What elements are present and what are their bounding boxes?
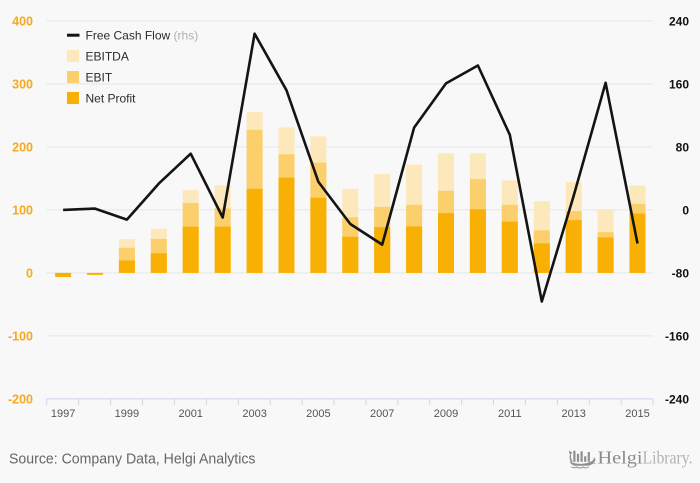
- svg-text:-80: -80: [672, 266, 690, 280]
- svg-text:2001: 2001: [178, 408, 202, 420]
- svg-text:2011: 2011: [498, 408, 522, 420]
- svg-text:EBITDA: EBITDA: [86, 50, 129, 64]
- svg-text:-200: -200: [8, 392, 33, 406]
- svg-text:80: 80: [676, 140, 690, 154]
- svg-text:2009: 2009: [434, 408, 458, 420]
- svg-text:2015: 2015: [625, 408, 649, 420]
- svg-text:-240: -240: [665, 392, 689, 406]
- svg-text:2005: 2005: [306, 408, 330, 420]
- svg-text:2003: 2003: [242, 408, 266, 420]
- svg-text:160: 160: [669, 77, 689, 91]
- svg-text:400: 400: [12, 14, 33, 28]
- svg-text:200: 200: [12, 140, 33, 154]
- svg-text:Net Profit: Net Profit: [86, 92, 137, 106]
- svg-text:-160: -160: [665, 329, 689, 343]
- svg-text:100: 100: [12, 203, 33, 217]
- svg-text:-100: -100: [8, 329, 33, 343]
- svg-text:Helgi: Helgi: [598, 448, 643, 468]
- svg-text:0: 0: [682, 203, 689, 217]
- svg-text:2013: 2013: [561, 408, 585, 420]
- svg-text:1997: 1997: [51, 408, 75, 420]
- svg-text:1999: 1999: [115, 408, 139, 420]
- svg-text:240: 240: [669, 14, 689, 28]
- svg-text:Free Cash Flow (rhs): Free Cash Flow (rhs): [86, 29, 199, 43]
- svg-text:2007: 2007: [370, 408, 394, 420]
- svg-text:0: 0: [26, 266, 33, 280]
- svg-text:Library.: Library.: [643, 448, 693, 468]
- svg-text:300: 300: [12, 77, 33, 91]
- svg-text:Source: Company Data, Helgi An: Source: Company Data, Helgi Analytics: [9, 451, 256, 468]
- svg-text:EBIT: EBIT: [86, 71, 113, 85]
